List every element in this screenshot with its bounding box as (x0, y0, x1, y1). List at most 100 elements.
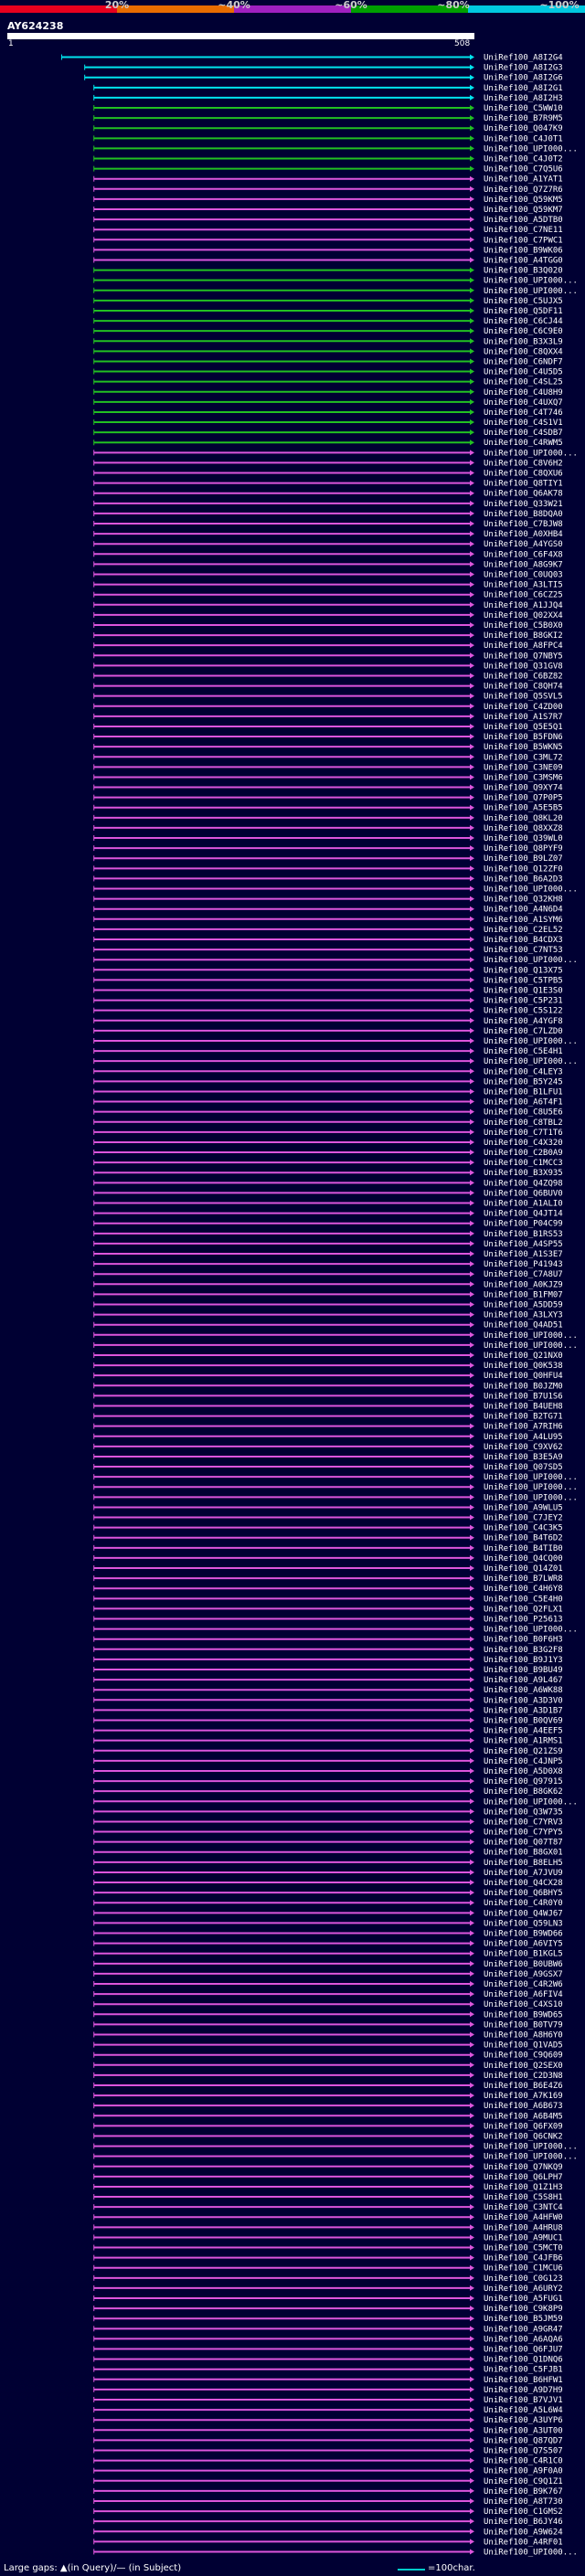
hit-label[interactable]: UniRef100_A1ALI0 (484, 1200, 563, 1209)
hit-row[interactable]: UniRef100_C5S8H1 (93, 2193, 563, 2202)
hit-label[interactable]: UniRef100_A0KJZ9 (484, 1280, 563, 1289)
hit-row[interactable]: UniRef100_B5JM59 (93, 2315, 563, 2324)
hit-row[interactable]: UniRef100_A7RIH6 (93, 1423, 563, 1432)
hit-row[interactable]: UniRef100_C5P231 (93, 997, 563, 1006)
hit-label[interactable]: UniRef100_Q1DNQ6 (484, 2356, 563, 2365)
hit-label[interactable]: UniRef100_B3X3L9 (484, 337, 563, 346)
hit-label[interactable]: UniRef100_Q4AD51 (484, 1321, 563, 1330)
hit-label[interactable]: UniRef100_B6E4Z6 (484, 2082, 563, 2091)
hit-label[interactable]: UniRef100_Q4WJ67 (484, 1909, 563, 1918)
hit-label[interactable]: UniRef100_C5E4H0 (484, 1595, 563, 1604)
hit-row[interactable]: UniRef100_A8I2G4 (60, 54, 563, 63)
hit-row[interactable]: UniRef100_Q3W735 (93, 1807, 563, 1817)
hit-row[interactable]: UniRef100_Q7S507 (93, 2446, 563, 2455)
hit-label[interactable]: UniRef100_B9WK06 (484, 246, 563, 255)
hit-row[interactable]: UniRef100_A6FIV4 (93, 1990, 563, 1999)
hit-label[interactable]: UniRef100_A5FUG1 (484, 2295, 563, 2304)
hit-row[interactable]: UniRef100_C4C3K5 (93, 1524, 563, 1533)
hit-label[interactable]: UniRef100_C7JEY2 (484, 1514, 563, 1523)
hit-label[interactable]: UniRef100_B4CDX3 (484, 936, 563, 945)
hit-label[interactable]: UniRef100_A9GSX7 (484, 1970, 563, 1979)
hit-row[interactable]: UniRef100_Q0K538 (93, 1362, 563, 1371)
hit-label[interactable]: UniRef100_B4T6D2 (484, 1534, 563, 1543)
hit-label[interactable]: UniRef100_C2B0A9 (484, 1149, 563, 1158)
hit-row[interactable]: UniRef100_C6NDF7 (93, 357, 563, 366)
hit-label[interactable]: UniRef100_Q2FLX1 (484, 1605, 563, 1614)
hit-row[interactable]: UniRef100_A6AQA6 (93, 2335, 563, 2344)
hit-label[interactable]: UniRef100_C4U8H9 (484, 388, 563, 398)
hit-row[interactable]: UniRef100_Q6BUV0 (93, 1189, 563, 1198)
hit-label[interactable]: UniRef100_A3LXY3 (484, 1311, 563, 1320)
hit-label[interactable]: UniRef100_C5TPB5 (484, 976, 563, 985)
hit-row[interactable]: UniRef100_C8TBL2 (93, 1118, 563, 1128)
hit-label[interactable]: UniRef100_Q6AK78 (484, 490, 563, 499)
hit-row[interactable]: UniRef100_Q047K9 (93, 124, 563, 133)
hit-row[interactable]: UniRef100_A4N6D4 (93, 906, 563, 915)
hit-label[interactable]: UniRef100_Q0HFU4 (484, 1372, 563, 1381)
hit-row[interactable]: UniRef100_UPI000... (93, 1037, 578, 1046)
hit-label[interactable]: UniRef100_Q5DF11 (484, 307, 563, 316)
hit-label[interactable]: UniRef100_B8GKI2 (484, 631, 563, 641)
hit-row[interactable]: UniRef100_B8GKI2 (93, 631, 563, 641)
hit-label[interactable]: UniRef100_A6FIV4 (484, 1990, 563, 1999)
hit-label[interactable]: UniRef100_Q14Z01 (484, 1564, 563, 1574)
hit-row[interactable]: UniRef100_B2TG71 (93, 1413, 563, 1422)
hit-row[interactable]: UniRef100_UPI000... (93, 1057, 578, 1066)
hit-label[interactable]: UniRef100_UPI000... (484, 144, 578, 154)
hit-row[interactable]: UniRef100_C5UJX5 (93, 297, 563, 306)
hit-row[interactable]: UniRef100_UPI000... (93, 277, 578, 286)
hit-row[interactable]: UniRef100_A6B673 (93, 2102, 563, 2111)
hit-label[interactable]: UniRef100_B0F6H3 (484, 1636, 563, 1645)
hit-label[interactable]: UniRef100_A6URY2 (484, 2284, 563, 2294)
hit-row[interactable]: UniRef100_A9GR47 (93, 2325, 563, 2334)
hit-label[interactable]: UniRef100_C4C3K5 (484, 1524, 563, 1533)
hit-label[interactable]: UniRef100_C4R1C0 (484, 2457, 563, 2466)
hit-label[interactable]: UniRef100_C2EL52 (484, 926, 563, 935)
hit-label[interactable]: UniRef100_C7YPY5 (484, 1829, 563, 1838)
hit-label[interactable]: UniRef100_C1MCC3 (484, 1159, 563, 1168)
hit-row[interactable]: UniRef100_B4T6D2 (93, 1534, 563, 1543)
hit-row[interactable]: UniRef100_C5E4H0 (93, 1595, 563, 1604)
hit-label[interactable]: UniRef100_B9J1Y3 (484, 1656, 563, 1665)
hit-label[interactable]: UniRef100_C9K8P9 (484, 2305, 563, 2314)
hit-row[interactable]: UniRef100_A4YGS0 (93, 540, 563, 549)
hit-row[interactable]: UniRef100_C7T1T6 (93, 1129, 563, 1138)
hit-row[interactable]: UniRef100_UPI000... (93, 1493, 578, 1502)
hit-label[interactable]: UniRef100_B9K767 (484, 2487, 563, 2496)
hit-row[interactable]: UniRef100_C4J0T1 (93, 134, 563, 143)
hit-row[interactable]: UniRef100_Q4JT14 (93, 1210, 563, 1219)
hit-row[interactable]: UniRef100_B9WK06 (93, 246, 563, 255)
hit-row[interactable]: UniRef100_C4R1C0 (93, 2457, 563, 2466)
hit-row[interactable]: UniRef100_Q59KM7 (93, 206, 563, 215)
hit-row[interactable]: UniRef100_Q8XXZ8 (93, 824, 563, 833)
hit-label[interactable]: UniRef100_B3Q020 (484, 267, 563, 276)
hit-label[interactable]: UniRef100_A5DD59 (484, 1301, 563, 1310)
hit-label[interactable]: UniRef100_UPI000... (484, 2153, 578, 2162)
hit-label[interactable]: UniRef100_C4T746 (484, 408, 563, 418)
hit-label[interactable]: UniRef100_Q6BUV0 (484, 1189, 563, 1198)
hit-row[interactable]: UniRef100_C0UQ03 (93, 571, 563, 580)
hit-row[interactable]: UniRef100_B0TV79 (93, 2020, 563, 2030)
hit-row[interactable]: UniRef100_A6URY2 (93, 2284, 563, 2294)
hit-row[interactable]: UniRef100_B1KGL5 (93, 1950, 563, 1959)
hit-label[interactable]: UniRef100_A9WLU5 (484, 1503, 563, 1512)
hit-label[interactable]: UniRef100_UPI000... (484, 2143, 578, 2152)
hit-label[interactable]: UniRef100_C4SDB7 (484, 429, 563, 438)
hit-label[interactable]: UniRef100_B1LFU1 (484, 1087, 563, 1097)
hit-row[interactable]: UniRef100_A4RF01 (93, 2538, 563, 2547)
hit-row[interactable]: UniRef100_B6HFW1 (93, 2376, 563, 2385)
hit-label[interactable]: UniRef100_B4UEH8 (484, 1402, 563, 1411)
hit-row[interactable]: UniRef100_C4R2W6 (93, 1980, 563, 1989)
hit-row[interactable]: UniRef100_Q21ZS9 (93, 1747, 563, 1756)
hit-row[interactable]: UniRef100_UPI000... (93, 1331, 578, 1341)
hit-label[interactable]: UniRef100_C7PWC1 (484, 236, 563, 245)
hit-row[interactable]: UniRef100_Q4ZQ98 (93, 1179, 563, 1188)
hit-label[interactable]: UniRef100_B6JY46 (484, 2518, 563, 2527)
hit-row[interactable]: UniRef100_Q1E3S0 (93, 986, 563, 995)
hit-row[interactable]: UniRef100_C4U5D5 (93, 368, 563, 377)
hit-row[interactable]: UniRef100_Q5E5Q1 (93, 723, 563, 732)
hit-label[interactable]: UniRef100_A1SYM6 (484, 916, 563, 925)
hit-label[interactable]: UniRef100_C4UXQ7 (484, 398, 563, 408)
hit-label[interactable]: UniRef100_Q1VAD5 (484, 2041, 563, 2051)
hit-row[interactable]: UniRef100_B4UEH8 (93, 1402, 563, 1411)
